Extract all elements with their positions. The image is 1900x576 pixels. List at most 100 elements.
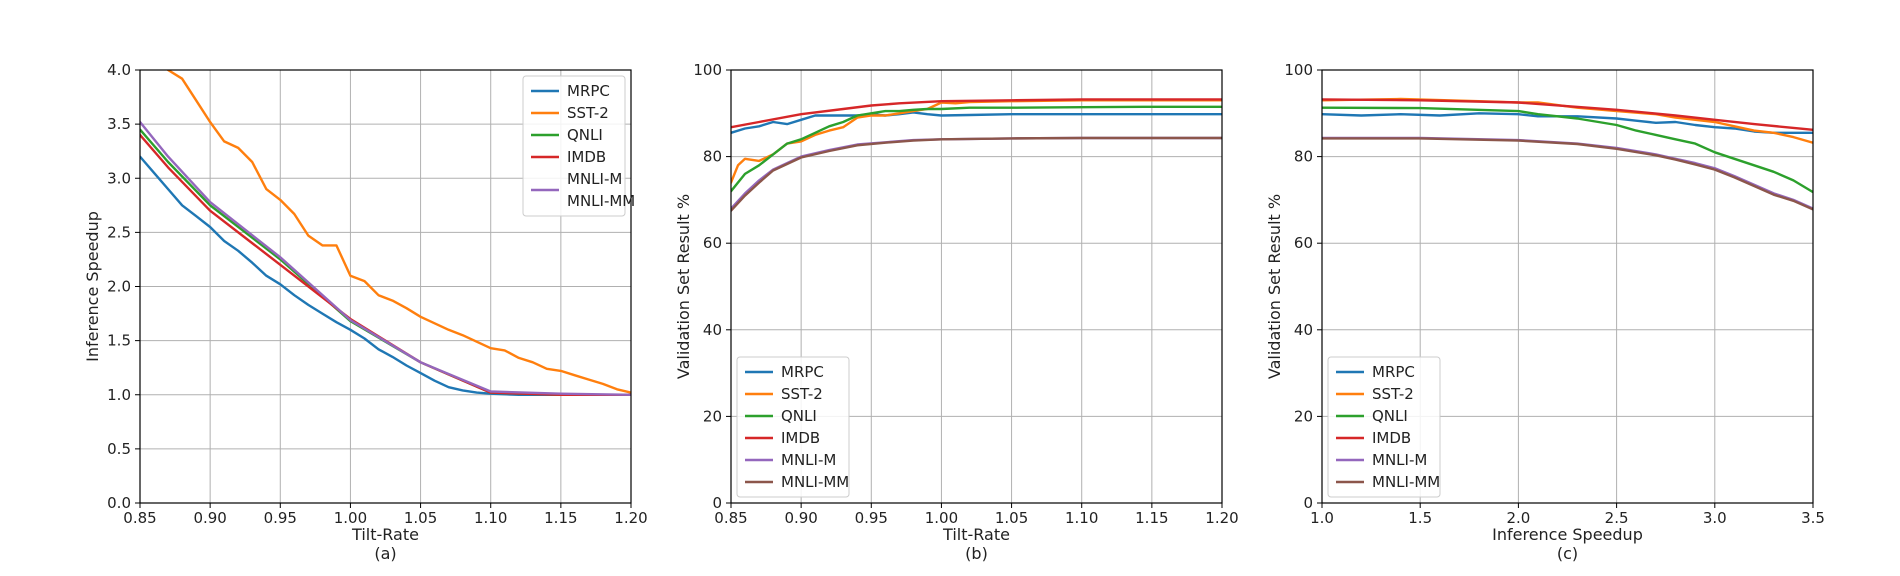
panel-c-legend: MRPC SST-2 QNLI IMDB MNLI-M MNLI-MM: [1327, 356, 1441, 498]
panel-b-ytick-label: 100: [693, 61, 722, 79]
panel-a-xticks: 0.85 0.90 0.95 1.00 1.05 1.10 1.15 1.20: [123, 503, 648, 527]
panel-b: 0.85 0.90 0.95 1.00 1.05 1.10 1.15 1.20 0 20 40 60…: [674, 61, 1239, 563]
panel-a-legend-label: MRPC: [567, 82, 610, 100]
panel-c-legend-label: MNLI-M: [1372, 451, 1427, 469]
panel-c-legend-label: QNLI: [1372, 407, 1408, 425]
panel-c-series-imdb-line: [1322, 98, 1813, 131]
panel-b-legend: MRPC SST-2 QNLI IMDB MNLI-M MNLI-MM: [736, 356, 850, 498]
panel-c-xtick-label: 3.5: [1801, 509, 1825, 527]
panel-a-xtick-label: 0.95: [264, 509, 297, 527]
panel-a-xtick-label: 1.10: [474, 509, 507, 527]
panel-b-legend-box: [736, 356, 850, 498]
panel-c-caption: (c): [1557, 544, 1578, 563]
panel-a-xtick-label: 0.90: [193, 509, 226, 527]
panel-b-xtick-label: 0.85: [714, 509, 747, 527]
panel-b-xtick-label: 1.20: [1205, 509, 1238, 527]
panel-a-ytick-label: 4.0: [107, 61, 131, 79]
panel-b-frame: [730, 69, 1223, 504]
panel-a-ylabel: Inference Speedup: [83, 211, 102, 362]
panel-a-ytick-label: 0.5: [107, 440, 131, 458]
panel-c-ytick-label: 80: [1294, 148, 1313, 166]
panel-b-series: [731, 98, 1222, 212]
panel-a-legend-label: MNLI-MM: [567, 192, 635, 210]
panel-a-series-mrpc-line: [140, 155, 631, 396]
panel-b-ytick-label: 60: [703, 234, 722, 252]
panel-b-caption: (b): [965, 544, 988, 563]
panel-c-ytick-label: 40: [1294, 321, 1313, 339]
panel-b-series-imdb-line: [731, 98, 1222, 129]
panel-b-yticks: 0 20 40 60 80 100: [693, 61, 731, 512]
panel-a-yticks: 0.0 0.5 1.0 1.5 2.0 2.5 3.0 3.5 4.0: [107, 61, 140, 512]
panel-c-series-mrpc-line: [1322, 112, 1813, 134]
panel-a-series: [140, 70, 631, 396]
panel-b-ytick-label: 40: [703, 321, 722, 339]
panel-b-xlabel: Tilt-Rate: [942, 525, 1010, 544]
panel-a-ytick-label: 2.5: [107, 223, 131, 241]
panel-c-legend-label: MNLI-MM: [1372, 473, 1440, 491]
panel-a-series-sst-2-line: [166, 70, 631, 394]
panel-b-ylabel: Validation Set Result %: [674, 194, 693, 379]
panel-a-xtick-label: 1.20: [614, 509, 647, 527]
panel-c-xtick-label: 1.5: [1408, 509, 1432, 527]
panel-a-xtick-label: 0.85: [123, 509, 156, 527]
panel-b-ytick-label: 0: [712, 494, 722, 512]
panel-a-ytick-label: 1.5: [107, 332, 131, 350]
panel-b-legend-label: QNLI: [781, 407, 817, 425]
panel-c-series-qnli-line: [1322, 106, 1813, 194]
panel-a-legend-label: SST-2: [567, 104, 609, 122]
panel-b-series-qnli-line: [731, 105, 1222, 193]
panel-c-ytick-label: 60: [1294, 234, 1313, 252]
panel-a-caption: (a): [374, 544, 396, 563]
panel-c-ytick-label: 20: [1294, 407, 1313, 425]
panel-b-legend-label: MRPC: [781, 363, 824, 381]
panel-a-legend: MRPC SST-2 QNLI IMDB MNLI-M MNLI-MM: [522, 75, 635, 217]
panel-c-legend-label: IMDB: [1372, 429, 1411, 447]
panel-c-xtick-label: 3.0: [1703, 509, 1727, 527]
panel-b-xtick-label: 1.10: [1065, 509, 1098, 527]
panel-c-xticks: 1.0 1.5 2.0 2.5 3.0 3.5: [1310, 503, 1825, 527]
panel-c-xtick-label: 1.0: [1310, 509, 1334, 527]
panel-b-series-mnli-mm-line: [731, 136, 1222, 212]
panel-c-xtick-label: 2.0: [1506, 509, 1530, 527]
panel-a: 0.85 0.90 0.95 1.00 1.05 1.10 1.15 1.20 0.0 0.5 1…: [83, 61, 648, 563]
panel-c-ytick-label: 0: [1303, 494, 1313, 512]
panel-c-series-mnli-mm-line: [1322, 137, 1813, 211]
panel-b-xticks: 0.85 0.90 0.95 1.00 1.05 1.10 1.15 1.20: [714, 503, 1239, 527]
panel-b-xtick-label: 0.90: [784, 509, 817, 527]
panel-a-xtick-label: 1.00: [334, 509, 367, 527]
panel-b-xtick-label: 1.00: [925, 509, 958, 527]
panel-c-ytick-label: 100: [1284, 61, 1313, 79]
panel-a-ytick-label: 3.5: [107, 115, 131, 133]
panel-c-legend-label: SST-2: [1372, 385, 1414, 403]
panel-a-ytick-label: 0.0: [107, 494, 131, 512]
panel-b-legend-label: IMDB: [781, 429, 820, 447]
panel-b-xtick-label: 0.95: [855, 509, 888, 527]
panel-c-legend-label: MRPC: [1372, 363, 1415, 381]
panel-c-ylabel: Validation Set Result %: [1265, 194, 1284, 379]
panel-b-ytick-label: 80: [703, 148, 722, 166]
panel-a-legend-label: MNLI-M: [567, 170, 622, 188]
panel-b-xtick-label: 1.15: [1135, 509, 1168, 527]
panel-a-legend-box: [522, 75, 626, 217]
panel-c-series: [1322, 97, 1813, 211]
panel-b-legend-label: MNLI-M: [781, 451, 836, 469]
panel-b-legend-label: MNLI-MM: [781, 473, 849, 491]
panel-a-ytick-label: 1.0: [107, 386, 131, 404]
panel-a-ytick-label: 2.0: [107, 278, 131, 296]
panel-a-xtick-label: 1.05: [404, 509, 437, 527]
panel-b-ytick-label: 20: [703, 407, 722, 425]
panel-c-yticks: 0 20 40 60 80 100: [1284, 61, 1322, 512]
panel-c: 1.0 1.5 2.0 2.5 3.0 3.5 0 20 40 60 80 100 Inferenc…: [1265, 61, 1825, 563]
panel-c-xlabel: Inference Speedup: [1492, 525, 1643, 544]
panel-c-legend-box: [1327, 356, 1441, 498]
panel-a-xlabel: Tilt-Rate: [351, 525, 419, 544]
panel-a-legend-label: QNLI: [567, 126, 603, 144]
panel-b-legend-label: SST-2: [781, 385, 823, 403]
panel-c-xtick-label: 2.5: [1605, 509, 1629, 527]
panel-a-legend-label: IMDB: [567, 148, 606, 166]
panel-b-xtick-label: 1.05: [995, 509, 1028, 527]
panel-a-series-mnli-m-line: [140, 120, 631, 396]
panel-c-frame: [1321, 69, 1814, 504]
panel-a-ytick-label: 3.0: [107, 169, 131, 187]
